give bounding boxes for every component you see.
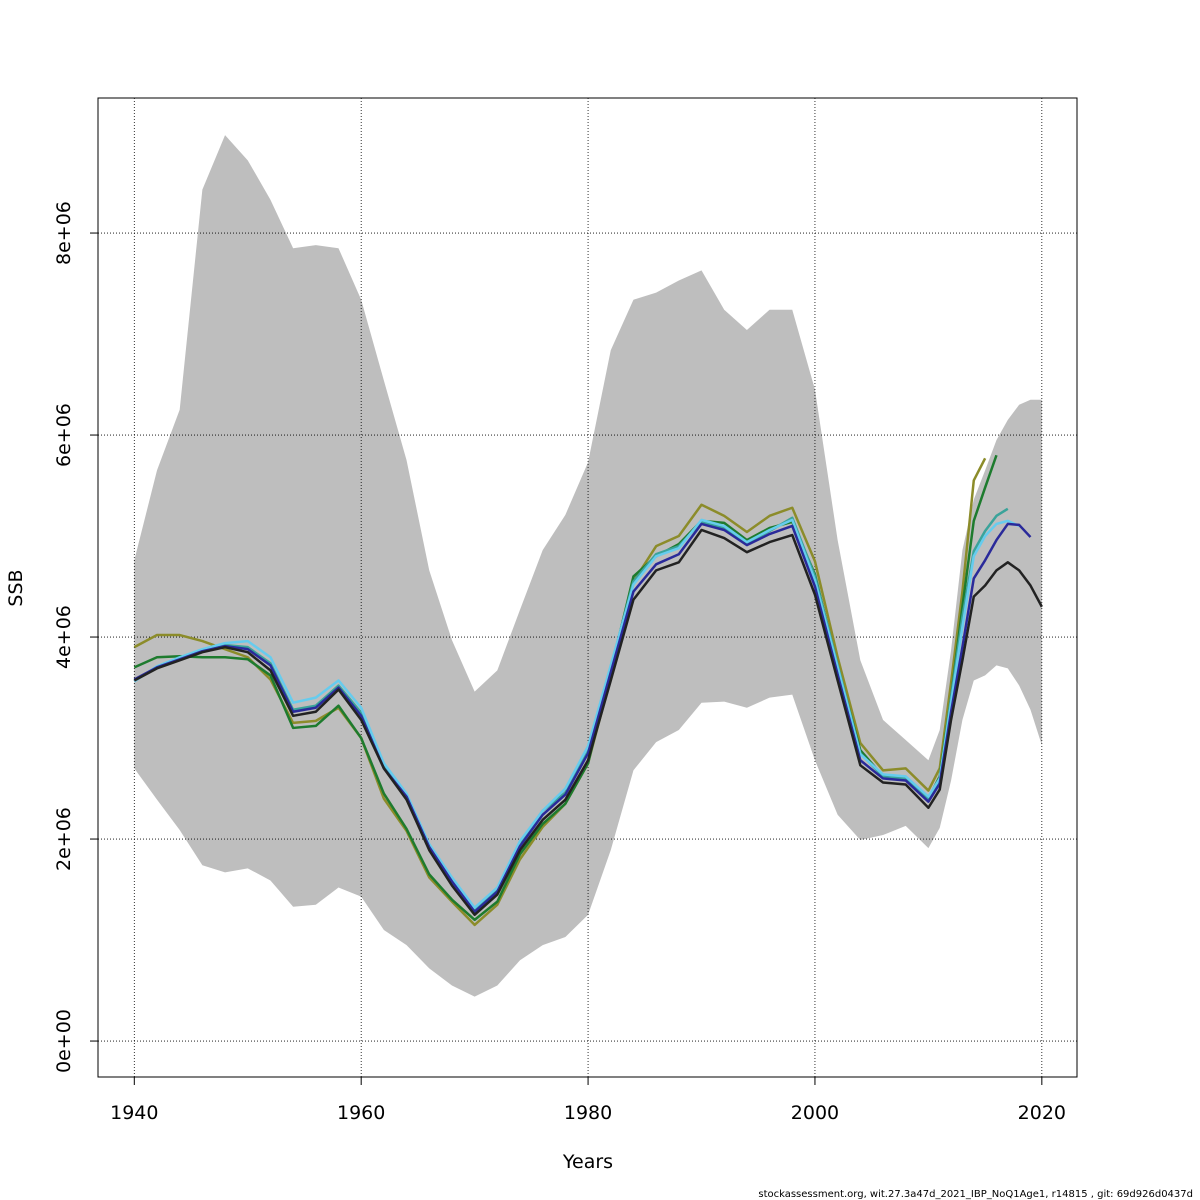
y-tick-label: 0e+00	[53, 1009, 75, 1073]
series-line	[133, 528, 1043, 917]
x-tick-label: 1960	[337, 1102, 385, 1124]
y-tick-label: 2e+06	[53, 807, 75, 871]
y-tick-label: 8e+06	[53, 201, 75, 265]
x-tick-label: 1980	[564, 1102, 612, 1124]
x-tick-label: 2020	[1018, 1102, 1066, 1124]
y-tick-label: 4e+06	[53, 605, 75, 669]
plot-frame	[97, 97, 1078, 1078]
y-axis-label: SSB	[5, 569, 27, 606]
x-tick-label: 2000	[791, 1102, 839, 1124]
y-tick-label: 6e+06	[53, 403, 75, 467]
series-line	[133, 518, 1020, 909]
confidence-band	[134, 135, 1042, 997]
plot-area	[98, 98, 1077, 1077]
footnote: stockassessment.org, wit.27.3a47d_2021_I…	[758, 1189, 1193, 1200]
x-axis-label: Years	[562, 1151, 613, 1173]
x-tick-label: 1940	[110, 1102, 158, 1124]
